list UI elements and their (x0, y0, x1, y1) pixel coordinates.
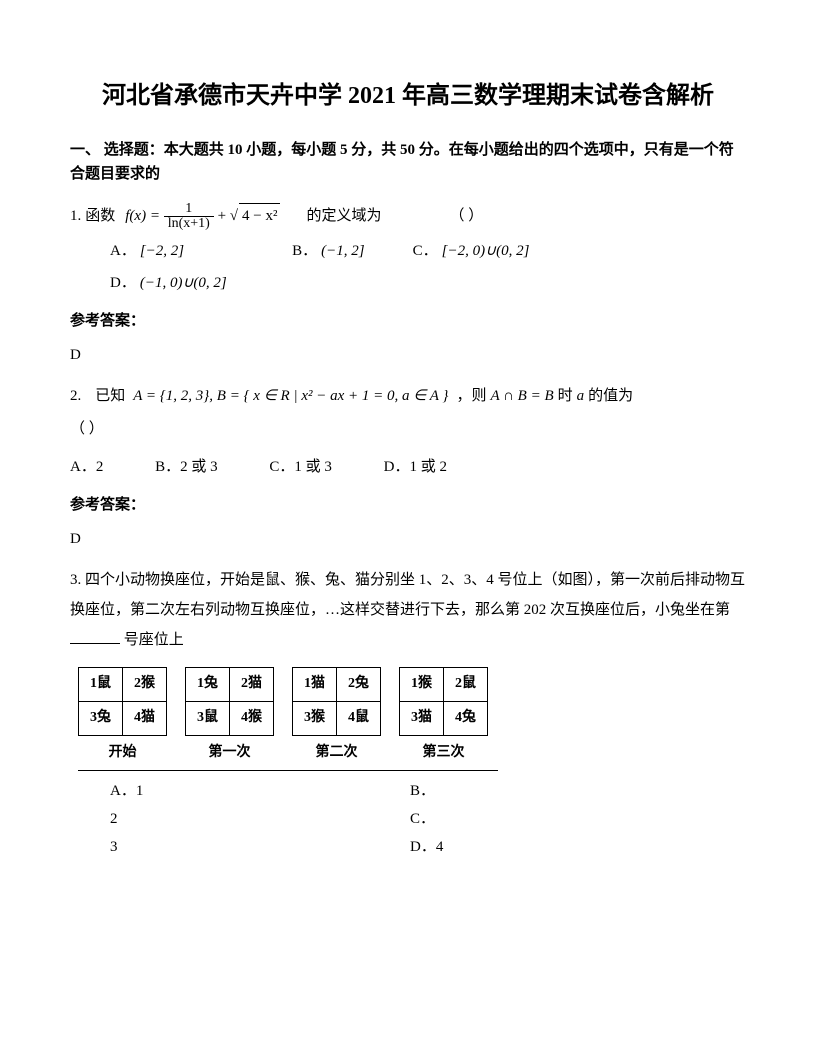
q3-opt-d: D．4 (410, 835, 443, 859)
seat-cell: 3猫 (400, 701, 444, 735)
q3-text1: 四个小动物换座位，开始是鼠、猴、兔、猫分别坐 1、2、3、4 号位上（如图），第… (70, 572, 745, 618)
seat-table: 1猫2兔3猴4鼠 (292, 667, 381, 736)
q2-set: A = {1, 2, 3}, B = { x ∈ R | x² − ax + 1… (133, 381, 448, 411)
seat-cell: 2兔 (337, 667, 381, 701)
seat-cell: 1猴 (400, 667, 444, 701)
q2-a: a (577, 381, 585, 411)
q1-frac-num: 1 (164, 202, 214, 217)
q1-answer: D (70, 343, 746, 367)
seat-caption: 开始 (78, 742, 167, 764)
seat-caption: 第三次 (399, 742, 488, 764)
q1-optB-val: (−1, 2] (321, 239, 364, 263)
q1-opt-d: D． (−1, 0)∪(0, 2] (110, 271, 227, 295)
seat-table: 1猴2鼠3猫4兔 (399, 667, 488, 736)
q1-optD-label: D． (110, 271, 136, 295)
q2-pre: 已知 (95, 381, 125, 411)
question-2: 2. 已知 A = {1, 2, 3}, B = { x ∈ R | x² − … (70, 381, 746, 479)
q2-paren: （ ） (70, 417, 746, 441)
seat-cell: 2猴 (123, 667, 167, 701)
q1-optC-val: [−2, 0)∪(0, 2] (442, 239, 530, 263)
q3-text2: 号座位上 (124, 632, 184, 648)
seat-group: 1猫2兔3猴4鼠第二次 (292, 667, 381, 764)
seat-table: 1兔2猫3鼠4猴 (185, 667, 274, 736)
q3-row2-left: 2 (110, 807, 410, 831)
seat-cell: 4猫 (123, 701, 167, 735)
q1-pre: 函数 (85, 204, 115, 228)
tables-underline (78, 770, 498, 771)
q2-opt-c: C．1 或 3 (269, 455, 332, 479)
q2-answer-label: 参考答案： (70, 493, 746, 517)
q3-num: 3. (70, 572, 81, 588)
seat-cell: 4猴 (230, 701, 274, 735)
seat-cell: 1鼠 (79, 667, 123, 701)
seat-cell: 3鼠 (186, 701, 230, 735)
question-3: 3. 四个小动物换座位，开始是鼠、猴、兔、猫分别坐 1、2、3、4 号位上（如图… (70, 565, 746, 859)
q1-post: 的定义域为 (306, 204, 381, 228)
q1-formula: f(x) = 1 ln(x+1) + √4 − x² (125, 202, 280, 231)
q3-opt-b: B． (410, 779, 435, 803)
q1-num: 1. (70, 204, 81, 228)
seat-table: 1鼠2猴3兔4猫 (78, 667, 167, 736)
page-title: 河北省承德市天卉中学 2021 年高三数学理期末试卷含解析 (70, 80, 746, 114)
seat-cell: 3猴 (293, 701, 337, 735)
seat-cell: 1兔 (186, 667, 230, 701)
seat-cell: 2鼠 (444, 667, 488, 701)
seat-caption: 第一次 (185, 742, 274, 764)
q1-optA-val: [−2, 2] (140, 239, 184, 263)
q1-optC-label: C． (413, 239, 438, 263)
q3-options: A．1 B． 2 C． 3 D．4 (110, 779, 746, 859)
q2-opt-a: A．2 (70, 455, 103, 479)
q1-frac-den: ln(x+1) (164, 217, 214, 231)
q1-optB-label: B． (292, 239, 317, 263)
seat-cell: 2猫 (230, 667, 274, 701)
q3-opt-c: C． (410, 807, 435, 831)
seat-cell: 4兔 (444, 701, 488, 735)
q2-num: 2. (70, 381, 81, 411)
q2-opt-d: D．1 或 2 (384, 455, 447, 479)
q1-answer-label: 参考答案： (70, 309, 746, 333)
q1-plus: + (218, 208, 230, 224)
seat-tables: 1鼠2猴3兔4猫开始1兔2猫3鼠4猴第一次1猫2兔3猴4鼠第二次1猴2鼠3猫4兔… (78, 667, 746, 764)
q2-mid: ，则 (456, 381, 486, 411)
q1-paren: （ ） (450, 204, 484, 228)
seat-cell: 4鼠 (337, 701, 381, 735)
seat-group: 1兔2猫3鼠4猴第一次 (185, 667, 274, 764)
q2-post2: 的值为 (588, 381, 633, 411)
q1-opt-c: C． [−2, 0)∪(0, 2] (413, 239, 530, 263)
q2-answer: D (70, 527, 746, 551)
seat-group: 1鼠2猴3兔4猫开始 (78, 667, 167, 764)
q2-post: 时 (558, 381, 573, 411)
q1-sqrt: 4 − x² (239, 203, 280, 228)
question-1: 1. 函数 f(x) = 1 ln(x+1) + √4 − x² 的定义域为 （… (70, 202, 746, 295)
seat-cell: 1猫 (293, 667, 337, 701)
q2-opt-b: B．2 或 3 (155, 455, 218, 479)
q1-opt-a: A． [−2, 2] (110, 239, 184, 263)
section-1-header: 一、 选择题：本大题共 10 小题，每小题 5 分，共 50 分。在每小题给出的… (70, 138, 746, 186)
q1-optD-val: (−1, 0)∪(0, 2] (140, 271, 227, 295)
q3-blank (70, 629, 120, 644)
seat-caption: 第二次 (292, 742, 381, 764)
q2-intersect: A ∩ B = B (490, 381, 553, 411)
q3-row3-left: 3 (110, 835, 410, 859)
q1-opt-b: B． (−1, 2] (292, 239, 364, 263)
q1-optA-label: A． (110, 239, 136, 263)
seat-group: 1猴2鼠3猫4兔第三次 (399, 667, 488, 764)
seat-cell: 3兔 (79, 701, 123, 735)
q1-fx: f(x) = (125, 208, 160, 224)
q3-opt-a: A．1 (110, 779, 410, 803)
q2-options: A．2 B．2 或 3 C．1 或 3 D．1 或 2 (70, 455, 746, 479)
